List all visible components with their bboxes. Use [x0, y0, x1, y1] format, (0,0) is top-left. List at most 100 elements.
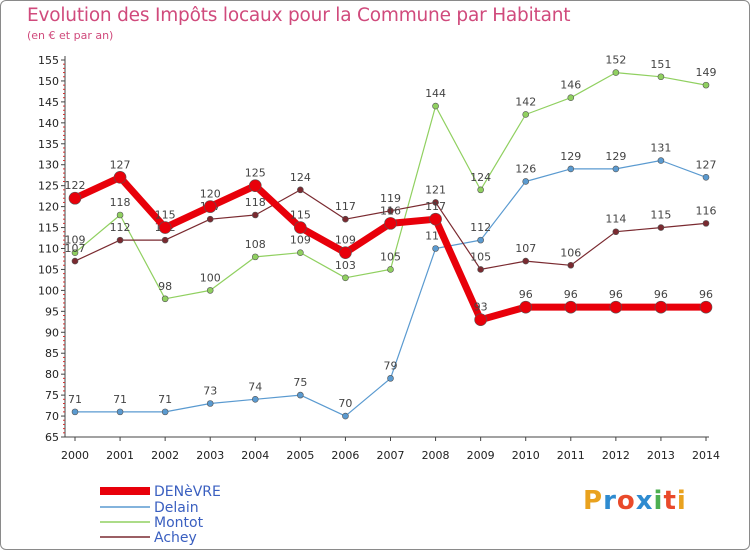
data-point [432, 199, 439, 206]
x-tick-label: 2001 [106, 449, 134, 462]
data-label: 117 [335, 200, 356, 213]
data-label: 114 [605, 213, 626, 226]
y-tick-label: 130 [38, 159, 59, 172]
logo-letter: r [603, 486, 617, 516]
data-point [699, 300, 713, 314]
data-label: 142 [515, 95, 536, 108]
x-tick-label: 2004 [241, 449, 269, 462]
logo-letter: x [635, 486, 654, 516]
series-denèvre: 122 127 115 120 125 115 109 116 117 93 96 96 96 96 96 [65, 158, 713, 327]
data-label: 116 [380, 204, 401, 217]
data-point [432, 102, 439, 110]
data-label: 124 [470, 171, 491, 184]
data-label: 115 [650, 209, 671, 222]
data-label: 79 [384, 359, 398, 372]
data-point [567, 94, 575, 101]
data-point [116, 211, 124, 219]
data-label: 75 [293, 376, 307, 389]
data-label: 93 [474, 301, 488, 314]
logo-letter: P [583, 486, 604, 516]
data-point [342, 274, 349, 282]
x-tick-label: 2005 [286, 449, 314, 462]
y-tick-label: 110 [38, 243, 59, 256]
proxiti-logo: Proxiti [583, 486, 687, 516]
data-label: 127 [696, 158, 717, 171]
data-label: 116 [696, 204, 717, 217]
data-point [248, 179, 262, 192]
data-point [564, 300, 578, 314]
data-label: 118 [245, 196, 266, 209]
data-point [297, 391, 304, 399]
data-point [477, 236, 484, 244]
data-point [612, 69, 620, 76]
y-tick-label: 80 [45, 368, 59, 381]
x-tick-label: 2003 [196, 449, 224, 462]
data-label: 109 [65, 234, 86, 247]
series-line [74, 71, 707, 300]
x-tick-label: 2013 [647, 449, 675, 462]
chart-subtitle: (en € et par an) [27, 29, 114, 42]
data-label: 105 [470, 250, 491, 263]
y-tick-label: 75 [45, 389, 59, 402]
y-tick-label: 105 [38, 263, 59, 276]
data-label: 103 [335, 259, 356, 272]
data-point [654, 300, 668, 314]
y-tick-label: 140 [38, 117, 59, 130]
data-point [71, 408, 79, 416]
data-label: 149 [696, 66, 717, 79]
data-point [612, 165, 620, 173]
y-tick-label: 145 [38, 96, 59, 109]
data-point [68, 191, 82, 205]
data-point [297, 186, 304, 194]
data-label: 118 [110, 196, 131, 209]
y-tick-label: 135 [38, 138, 59, 151]
data-label: 127 [110, 158, 131, 171]
data-label: 73 [203, 384, 217, 397]
data-point [522, 111, 530, 118]
logo-letter: t [663, 486, 677, 516]
data-label: 144 [425, 87, 446, 100]
data-point [158, 221, 172, 234]
data-point [612, 228, 620, 236]
data-point [294, 221, 307, 234]
data-point [342, 412, 349, 420]
data-label: 119 [380, 192, 401, 205]
data-label: 146 [560, 79, 581, 92]
data-point [387, 375, 394, 382]
data-point [206, 287, 214, 294]
data-label: 96 [564, 288, 578, 301]
data-label: 129 [560, 150, 581, 163]
data-label: 71 [68, 393, 82, 406]
data-point [702, 81, 710, 89]
data-point [567, 165, 575, 173]
data-label: 126 [515, 162, 536, 175]
data-point [251, 211, 259, 219]
data-label: 108 [245, 238, 266, 251]
data-label: 109 [290, 234, 311, 247]
logo-letter: i [676, 486, 687, 516]
data-label: 71 [158, 393, 172, 406]
legend-label-delain: Delain [154, 500, 199, 516]
x-tick-label: 2006 [331, 449, 359, 462]
data-point [387, 207, 394, 215]
data-label: 96 [699, 288, 713, 301]
data-label: 96 [654, 288, 668, 301]
data-label: 112 [110, 221, 131, 234]
data-point [116, 236, 124, 244]
data-label: 107 [515, 242, 536, 255]
data-label: 105 [380, 250, 401, 263]
y-tick-label: 120 [38, 201, 59, 214]
data-point [429, 212, 442, 226]
data-point [609, 300, 623, 314]
y-tick-label: 90 [45, 326, 59, 339]
x-tick-label: 2011 [557, 449, 585, 462]
data-point [387, 266, 394, 273]
data-label: 151 [650, 58, 671, 71]
data-label: 131 [650, 142, 671, 155]
data-point [474, 313, 487, 327]
legend-label-montot: Montot [154, 515, 204, 531]
data-point [477, 186, 484, 194]
data-label: 124 [290, 171, 311, 184]
data-point [432, 245, 439, 252]
data-point [161, 295, 169, 303]
